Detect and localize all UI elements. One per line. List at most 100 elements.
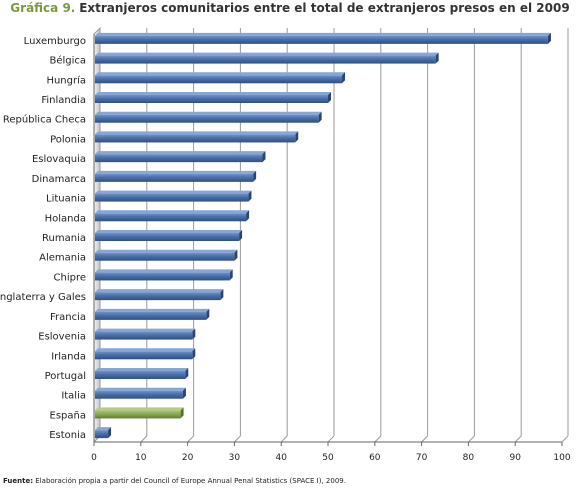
bar xyxy=(95,134,296,143)
category-label: Inglaterra y Gales xyxy=(0,292,86,303)
bar-top xyxy=(95,269,233,273)
gridline-floor xyxy=(421,435,428,443)
bar-top xyxy=(95,308,210,312)
gridline-floor xyxy=(468,435,475,443)
bar-top xyxy=(95,52,439,56)
source-label: Fuente: xyxy=(3,477,34,485)
source-note: Fuente: Elaboración propia a partir del … xyxy=(3,477,346,485)
category-label: Eslovaquia xyxy=(32,154,86,165)
category-label: Francia xyxy=(50,312,86,323)
x-tick-label: 80 xyxy=(463,453,475,463)
bar-end xyxy=(547,32,551,44)
bar xyxy=(95,233,240,241)
bar xyxy=(95,173,254,182)
category-label: Chipre xyxy=(54,272,87,283)
bar xyxy=(95,390,183,399)
gridline-floor xyxy=(514,435,522,443)
category-label: Irlanda xyxy=(51,351,86,362)
bar xyxy=(95,114,319,123)
category-label: Estonia xyxy=(49,430,86,441)
bar-end xyxy=(220,289,224,301)
bar-end xyxy=(185,368,189,379)
category-label: Holanda xyxy=(45,213,86,224)
category-label: Bélgica xyxy=(49,55,86,67)
bar-top xyxy=(95,32,551,36)
bar-top xyxy=(95,328,196,332)
bar-top xyxy=(95,427,112,431)
category-label: Lituania xyxy=(46,194,86,205)
gridline-floor xyxy=(187,435,194,443)
bar-end xyxy=(246,210,250,222)
bar-top xyxy=(95,387,186,391)
bar-end xyxy=(435,52,439,64)
bar xyxy=(95,371,186,379)
bar-end xyxy=(206,308,210,320)
chart-title-text: Extranjeros comunitarios entre el total … xyxy=(79,1,570,15)
category-label: Finlandia xyxy=(41,95,86,106)
bar xyxy=(95,272,230,281)
category-label: Rumania xyxy=(42,233,86,244)
bar-top xyxy=(95,230,243,233)
category-label: Hungría xyxy=(46,74,86,86)
bar xyxy=(95,95,328,103)
category-label: Luxemburgo xyxy=(24,36,86,47)
bar xyxy=(95,154,263,163)
bar-top xyxy=(95,111,322,115)
x-tick-label: 10 xyxy=(135,453,147,463)
x-tick-label: 30 xyxy=(229,453,241,463)
bar xyxy=(95,75,343,84)
bar xyxy=(95,55,436,64)
x-tick-label: 90 xyxy=(509,453,521,463)
chart-title-prefix: Gráfica 9. xyxy=(10,1,76,15)
x-tick-label: 40 xyxy=(275,453,287,463)
bar-end xyxy=(239,230,243,241)
gridline-floor xyxy=(280,435,288,443)
bar-end xyxy=(229,269,233,281)
bar xyxy=(95,193,249,202)
bar-end xyxy=(192,348,196,360)
bar xyxy=(95,292,221,301)
category-label: Polonia xyxy=(50,134,86,145)
gridline-floor xyxy=(561,435,569,443)
bar-end xyxy=(328,92,331,103)
category-label: Eslovenia xyxy=(38,332,86,343)
bar xyxy=(95,430,109,439)
chart-title: Gráfica 9. Extranjeros comunitarios entr… xyxy=(0,1,580,15)
bar-end xyxy=(182,387,186,399)
bar xyxy=(95,311,207,320)
bar-top xyxy=(95,368,189,371)
bar-top xyxy=(95,151,266,155)
bar-top xyxy=(95,131,299,135)
bar xyxy=(95,252,235,261)
bar xyxy=(95,213,247,222)
bar-end xyxy=(180,407,184,419)
bar-top xyxy=(95,407,184,411)
bar xyxy=(95,331,193,340)
category-label: República Checa xyxy=(3,114,86,126)
x-tick-label: 60 xyxy=(369,453,381,463)
category-label: Portugal xyxy=(45,371,86,382)
bar-end xyxy=(318,111,322,123)
bar-end xyxy=(262,151,266,163)
bar-highlight xyxy=(95,410,181,419)
gridline-floor xyxy=(327,435,335,443)
x-tick-label: 100 xyxy=(553,453,570,463)
bar-top xyxy=(95,348,196,352)
gridline-floor xyxy=(140,435,148,443)
bar xyxy=(95,351,193,360)
bar-top xyxy=(95,72,346,76)
category-label: Italia xyxy=(61,391,86,402)
x-tick-label: 50 xyxy=(322,453,334,463)
bar-top xyxy=(95,92,331,95)
source-text: Elaboración propia a partir del Council … xyxy=(35,477,346,485)
bar xyxy=(95,35,548,44)
bar-end xyxy=(108,427,112,439)
x-tick-label: 20 xyxy=(182,453,194,463)
x-tick-label: 0 xyxy=(91,453,97,463)
bar-end xyxy=(192,328,196,340)
bar-top xyxy=(95,249,238,253)
bar-top xyxy=(95,170,257,174)
bar-top xyxy=(95,190,252,194)
bar-end xyxy=(342,72,346,84)
